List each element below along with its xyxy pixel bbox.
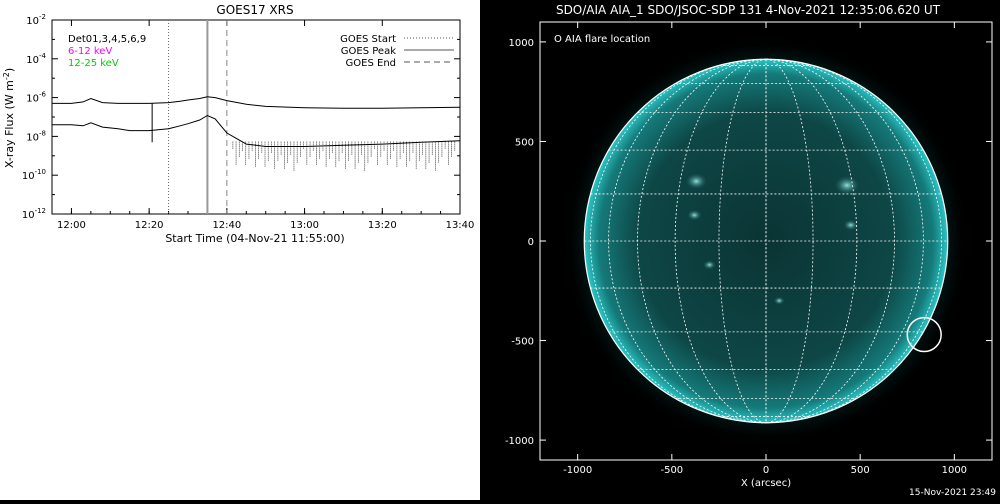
y-tick-label: -500 bbox=[511, 337, 534, 348]
x-tick-label: 13:40 bbox=[446, 220, 475, 231]
y-tick-label: 10-8 bbox=[26, 129, 46, 143]
y-tick-label: 10-10 bbox=[22, 168, 46, 182]
detector-legend-item: 6-12 keV bbox=[68, 46, 112, 57]
x-axis-label: Start Time (04-Nov-21 11:55:00) bbox=[165, 232, 344, 245]
x-tick-label: 12:00 bbox=[57, 220, 86, 231]
y-axis-label: X-ray Flux (W m-2) bbox=[2, 68, 16, 168]
flux-line-short bbox=[52, 114, 461, 147]
x-tick-labels: 12:00 12:20 12:40 13:00 13:20 13:40 bbox=[57, 220, 474, 231]
y-tick-label: 10-4 bbox=[26, 52, 46, 66]
longitude-line bbox=[765, 58, 895, 424]
longitude-line bbox=[765, 58, 924, 424]
y-tick-label: 500 bbox=[515, 137, 534, 148]
x-tick-label: 12:20 bbox=[135, 220, 164, 231]
longitude-line bbox=[590, 58, 767, 424]
goes-xrs-chart: GOES17 XRS 10-2 10-4 10-6 10-8 10-10 10-12 12… bbox=[0, 0, 480, 500]
render-timestamp: 15-Nov-2021 23:49 bbox=[909, 488, 996, 498]
event-markers bbox=[168, 20, 228, 214]
active-region bbox=[686, 209, 702, 221]
y-tick-label: 1000 bbox=[509, 38, 534, 49]
aia-image-panel: SDO/AIA AIA_1 SDO/JSOC-SDP 131 4-Nov-202… bbox=[480, 0, 1000, 500]
goes-xrs-panel: GOES17 XRS 10-2 10-4 10-6 10-8 10-10 10-12 12… bbox=[0, 0, 480, 500]
y-tick-label: -1000 bbox=[505, 436, 534, 447]
axis-ticks bbox=[52, 19, 461, 215]
y-tick-label: 10-2 bbox=[26, 13, 46, 27]
y-tick-labels: 10-2 10-4 10-6 10-8 10-10 10-12 bbox=[22, 13, 47, 221]
marker-legend-item: GOES End bbox=[346, 58, 396, 69]
x-tick-labels: -1000 -500 0 500 1000 bbox=[563, 22, 967, 476]
longitude-line bbox=[674, 58, 767, 424]
y-tick-label: 10-12 bbox=[22, 207, 46, 221]
longitude-line bbox=[765, 58, 942, 424]
active-region bbox=[773, 296, 785, 305]
x-tick-label: 500 bbox=[851, 465, 870, 476]
flux-series bbox=[52, 96, 461, 171]
y-tick-labels: 1000 500 0 -500 -1000 bbox=[505, 38, 992, 447]
marker-legend-item: GOES Start bbox=[340, 34, 396, 45]
marker-legend-item: GOES Peak bbox=[341, 46, 396, 57]
active-region bbox=[843, 219, 859, 231]
detector-legend-item: Det01,3,4,5,6,9 bbox=[68, 34, 146, 45]
active-region bbox=[702, 260, 717, 270]
heliographic-grid bbox=[584, 58, 948, 424]
x-tick-label: -1000 bbox=[563, 465, 592, 476]
detector-legend-item: 12-25 keV bbox=[68, 58, 119, 69]
longitude-line bbox=[765, 58, 858, 424]
active-region bbox=[833, 175, 861, 196]
longitude-line bbox=[608, 58, 767, 424]
goes-background bbox=[0, 0, 480, 500]
x-tick-label: 1000 bbox=[942, 465, 967, 476]
flux-line-long bbox=[52, 96, 461, 109]
image-title: SDO/AIA AIA_1 SDO/JSOC-SDP 131 4-Nov-202… bbox=[556, 3, 941, 17]
x-tick-label: 13:20 bbox=[368, 220, 397, 231]
x-axis-label: X (arcsec) bbox=[741, 478, 791, 489]
chart-title: GOES17 XRS bbox=[216, 3, 293, 17]
y-tick-label: 10-6 bbox=[26, 91, 46, 105]
y-tick-label: 0 bbox=[528, 237, 534, 248]
flare-location-circle bbox=[906, 316, 942, 353]
active-region bbox=[685, 172, 708, 190]
solar-limb bbox=[583, 58, 949, 424]
x-tick-label: 0 bbox=[763, 465, 769, 476]
aia-solar-image: SDO/AIA AIA_1 SDO/JSOC-SDP 131 4-Nov-202… bbox=[505, 3, 993, 489]
x-tick-label: -500 bbox=[660, 465, 683, 476]
flare-location-legend: O AIA flare location bbox=[554, 34, 650, 45]
x-tick-label: 13:00 bbox=[290, 220, 319, 231]
longitude-line bbox=[637, 58, 767, 424]
x-tick-label: 12:40 bbox=[212, 220, 241, 231]
